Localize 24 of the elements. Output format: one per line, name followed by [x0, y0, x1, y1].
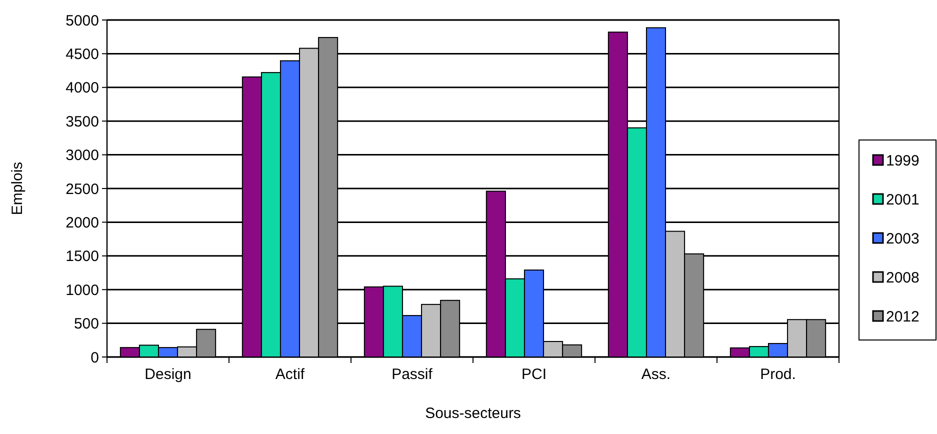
legend-label: 2001	[886, 191, 920, 208]
y-tick-label: 4500	[66, 46, 99, 63]
legend-label: 2003	[886, 230, 920, 248]
y-tick-label: 1000	[66, 282, 99, 299]
x-tick-label: Passif	[392, 366, 434, 383]
y-tick-label: 3000	[66, 147, 99, 164]
legend-label: 1999	[886, 152, 920, 170]
y-tick-label: 1500	[66, 248, 99, 266]
y-axis-title: Emplois	[9, 162, 26, 216]
x-tick-label: Ass.	[641, 366, 671, 383]
y-tick-label: 2500	[66, 180, 99, 198]
x-tick-label: PCI	[521, 366, 547, 383]
x-axis-title: Sous-secteurs	[425, 405, 521, 422]
x-tick-label: Prod.	[760, 366, 796, 383]
y-tick-label: 3500	[66, 113, 99, 130]
x-tick-label: Actif	[275, 366, 306, 383]
legend-label: 2008	[886, 269, 920, 286]
legend-label: 2012	[886, 308, 920, 326]
x-tick-label: Design	[144, 366, 192, 383]
y-tick-label: 5000	[66, 12, 99, 30]
y-tick-label: 0	[90, 349, 99, 366]
y-tick-label: 4000	[66, 80, 99, 97]
y-tick-label: 500	[74, 316, 99, 333]
y-tick-label: 2000	[66, 214, 99, 232]
